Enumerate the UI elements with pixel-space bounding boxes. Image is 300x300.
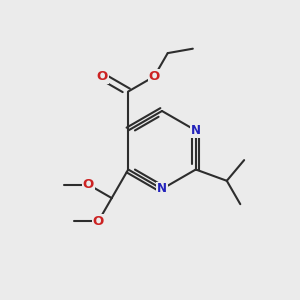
Text: O: O (93, 215, 104, 228)
Text: O: O (97, 70, 108, 83)
Text: O: O (148, 70, 160, 83)
Text: N: N (191, 124, 201, 137)
Text: O: O (83, 178, 94, 191)
Text: N: N (157, 182, 167, 196)
